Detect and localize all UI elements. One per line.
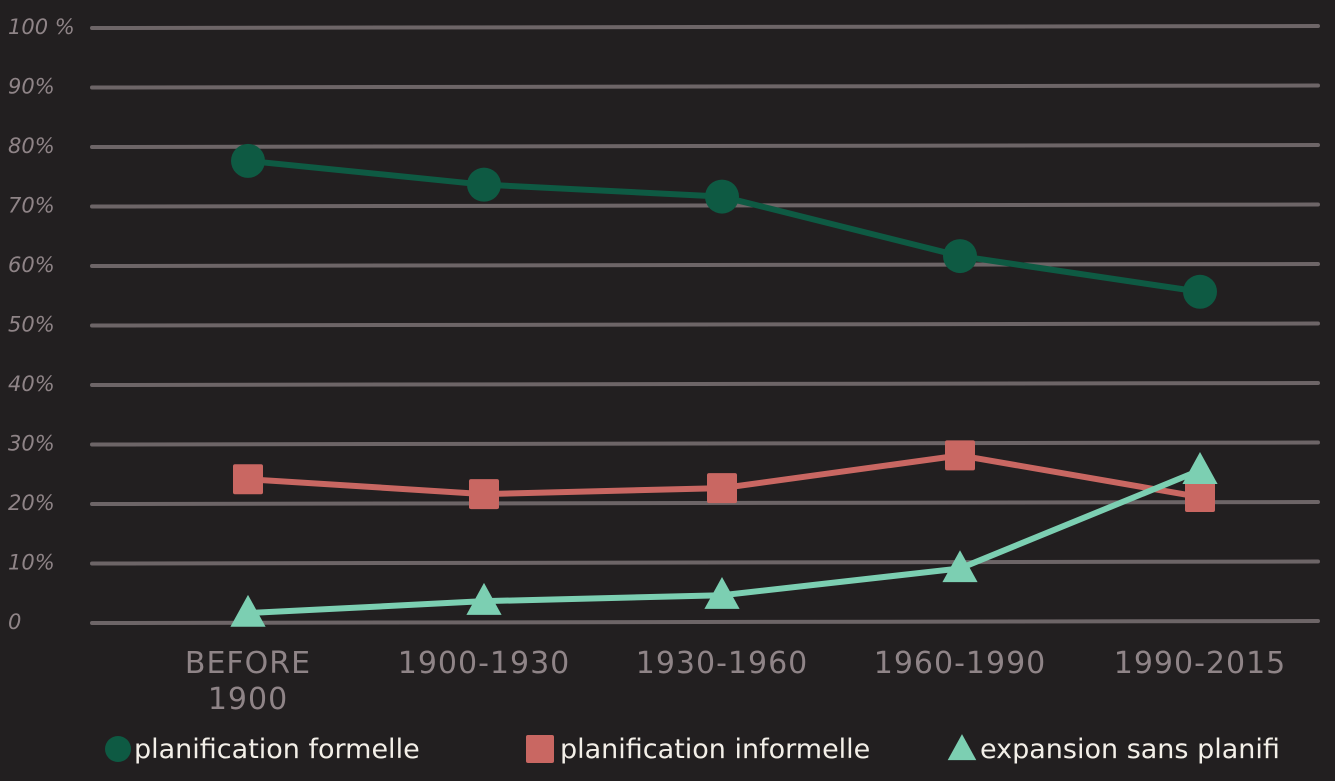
y-tick-label: 30% xyxy=(8,432,55,456)
y-tick-label: 40% xyxy=(8,372,55,396)
y-tick-label: 20% xyxy=(8,491,55,515)
x-tick-label: 1930-1960 xyxy=(636,646,809,681)
x-tick-label: 1960-1990 xyxy=(874,646,1047,681)
series-square xyxy=(233,440,1215,513)
gridline xyxy=(90,83,1320,90)
x-tick-label: 1900-1930 xyxy=(398,646,571,681)
data-point-circle xyxy=(943,239,977,274)
data-point-circle xyxy=(705,179,739,214)
data-point-square xyxy=(945,440,975,471)
data-point-square xyxy=(1185,482,1215,513)
series-lines xyxy=(230,143,1218,627)
series-circle xyxy=(231,143,1217,309)
y-tick-label: 50% xyxy=(8,313,55,337)
gridline xyxy=(90,500,1320,506)
data-point-triangle xyxy=(942,550,978,583)
gridline xyxy=(90,381,1320,387)
data-point-square xyxy=(707,473,737,504)
data-point-square xyxy=(526,735,554,763)
gridline xyxy=(90,619,1320,625)
data-point-triangle xyxy=(1182,452,1218,484)
data-point-circle xyxy=(467,167,501,202)
x-tick-label-line: 1930-1960 xyxy=(636,646,809,681)
gridline xyxy=(90,24,1320,30)
y-tick-label: 60% xyxy=(8,253,55,277)
gridline xyxy=(90,321,1320,328)
y-tick-label: 100 % xyxy=(8,15,75,39)
x-tick-label-line: 1900 xyxy=(208,682,288,717)
gridline xyxy=(90,143,1320,149)
y-tick-label: 70% xyxy=(8,194,55,218)
x-tick-label: 1990-2015 xyxy=(1114,646,1287,681)
y-tick-label: 0 xyxy=(8,610,21,634)
y-axis-ticks: 0 10% 20% 30% 40% 50% 60% 70% 80% 90% 100 % xyxy=(8,15,75,634)
y-tick-label: 10% xyxy=(8,551,55,575)
gridline xyxy=(90,559,1320,566)
series-triangle xyxy=(230,452,1218,627)
y-tick-label: 90% xyxy=(8,75,55,99)
data-point-triangle xyxy=(230,594,266,627)
data-point-triangle xyxy=(466,582,502,615)
data-point-circle xyxy=(1183,274,1217,309)
data-point-square xyxy=(233,464,263,495)
gridline xyxy=(90,202,1320,209)
data-point-triangle xyxy=(947,734,977,761)
x-tick-label: BEFORE 1900 xyxy=(185,646,311,717)
data-point-triangle xyxy=(704,576,740,609)
data-point-circle xyxy=(105,736,131,762)
x-tick-label-line: 1960-1990 xyxy=(874,646,1047,681)
gridlines xyxy=(90,24,1320,625)
data-point-square xyxy=(469,479,499,510)
x-tick-label-line: 1900-1930 xyxy=(398,646,571,681)
legend: planification formelle planification info… xyxy=(105,734,1280,765)
data-point-circle xyxy=(231,143,265,178)
legend-item: expansion sans planifi xyxy=(947,734,1280,765)
x-axis-ticks: BEFORE 1900 1900-1930 1930-1960 1960-1990 199… xyxy=(185,646,1287,717)
legend-label: expansion sans planifi xyxy=(980,734,1280,765)
legend-item: planification informelle xyxy=(526,734,870,765)
x-tick-label-line: 1990-2015 xyxy=(1114,646,1287,681)
legend-label: planification formelle xyxy=(134,734,420,765)
gridline xyxy=(90,262,1320,268)
legend-item: planification formelle xyxy=(105,734,420,765)
y-tick-label: 80% xyxy=(8,134,55,158)
x-tick-label-line: BEFORE xyxy=(185,646,311,681)
legend-label: planification informelle xyxy=(560,734,870,765)
gridline xyxy=(90,440,1320,447)
